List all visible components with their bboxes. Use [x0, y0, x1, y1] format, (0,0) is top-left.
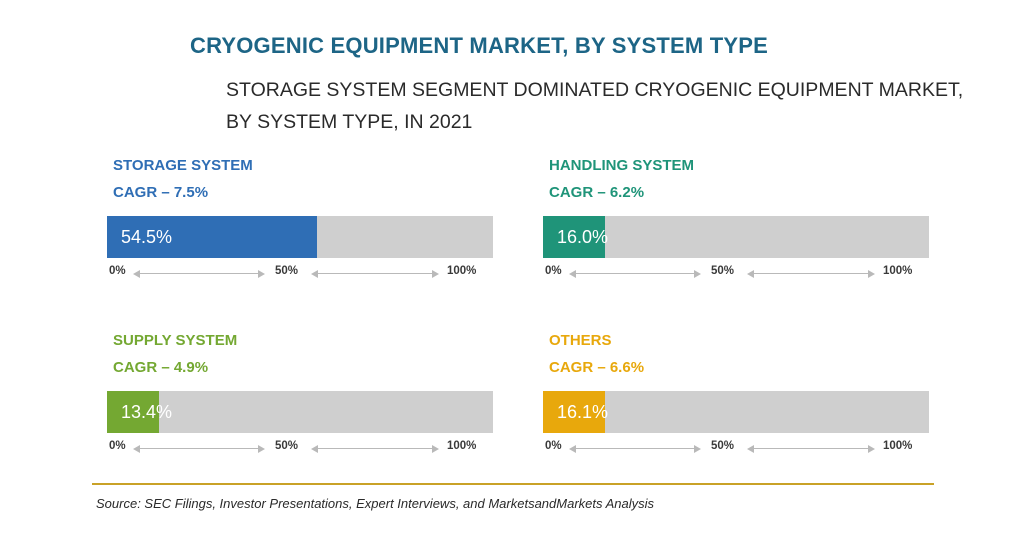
bar-value-label: 16.1%	[557, 402, 609, 422]
bar-track: 54.5%	[107, 216, 493, 258]
segment-panel: HANDLING SYSTEM CAGR – 6.2% 16.0% 0% 50% 100%	[543, 157, 933, 307]
bar-axis: 0% 50% 100%	[107, 440, 493, 456]
bar-track: 16.1%	[543, 391, 929, 433]
source-note: Source: SEC Filings, Investor Presentati…	[96, 496, 655, 511]
source-divider	[92, 483, 934, 485]
axis-tick-label: 100%	[883, 265, 913, 277]
segment-cagr: CAGR – 4.9%	[113, 359, 209, 376]
bar-axis: 0% 50% 100%	[543, 265, 929, 281]
chart-subtitle: STORAGE SYSTEM SEGMENT DOMINATED CRYOGEN…	[226, 74, 964, 138]
chart-title: CRYOGENIC EQUIPMENT MARKET, BY SYSTEM TY…	[190, 33, 769, 58]
segment-name: OTHERS	[549, 332, 612, 349]
bar-track: 13.4%	[107, 391, 493, 433]
segment-name: STORAGE SYSTEM	[113, 157, 253, 174]
segment-panel: SUPPLY SYSTEM CAGR – 4.9% 13.4% 0% 50% 100%	[107, 332, 497, 482]
axis-tick-label: 50%	[275, 265, 299, 277]
axis-tick-label: 100%	[447, 440, 477, 452]
bar-axis: 0% 50% 100%	[543, 440, 929, 456]
axis-double-arrow	[311, 445, 439, 453]
bar-fill	[107, 216, 318, 258]
axis-tick-label: 100%	[447, 265, 477, 277]
axis-double-arrow	[133, 270, 265, 278]
axis-tick-label: 50%	[711, 265, 735, 277]
segment-panel: STORAGE SYSTEM CAGR – 7.5% 54.5% 0% 50% 100%	[107, 157, 497, 307]
bar-track: 16.0%	[543, 216, 929, 258]
segment-name: HANDLING SYSTEM	[549, 157, 695, 174]
segment-cagr: CAGR – 6.2%	[549, 184, 645, 201]
bar-fill	[543, 216, 605, 258]
axis-double-arrow	[311, 270, 439, 278]
segment-cagr: CAGR – 7.5%	[113, 184, 209, 201]
axis-double-arrow	[569, 445, 701, 453]
axis-tick-label: 50%	[711, 440, 735, 452]
bar-value-label: 16.0%	[557, 227, 609, 247]
axis-tick-label: 0%	[545, 265, 562, 277]
bar-fill	[107, 391, 159, 433]
subtitle-line-2: BY SYSTEM TYPE, IN 2021	[226, 111, 473, 133]
axis-double-arrow	[569, 270, 701, 278]
axis-tick-label: 100%	[883, 440, 913, 452]
segment-cagr: CAGR – 6.6%	[549, 359, 645, 376]
axis-tick-label: 0%	[109, 265, 126, 277]
bar-fill	[543, 391, 606, 433]
segment-panel: OTHERS CAGR – 6.6% 16.1% 0% 50% 100%	[543, 332, 933, 482]
bar-axis: 0% 50% 100%	[107, 265, 493, 281]
axis-double-arrow	[747, 270, 875, 278]
axis-tick-label: 0%	[545, 440, 562, 452]
axis-tick-label: 0%	[109, 440, 126, 452]
bar-value-label: 54.5%	[121, 227, 173, 247]
axis-double-arrow	[133, 445, 265, 453]
subtitle-line-1: STORAGE SYSTEM SEGMENT DOMINATED CRYOGEN…	[226, 79, 964, 101]
segment-name: SUPPLY SYSTEM	[113, 332, 238, 349]
axis-tick-label: 50%	[275, 440, 299, 452]
bar-value-label: 13.4%	[121, 402, 173, 422]
axis-double-arrow	[747, 445, 875, 453]
